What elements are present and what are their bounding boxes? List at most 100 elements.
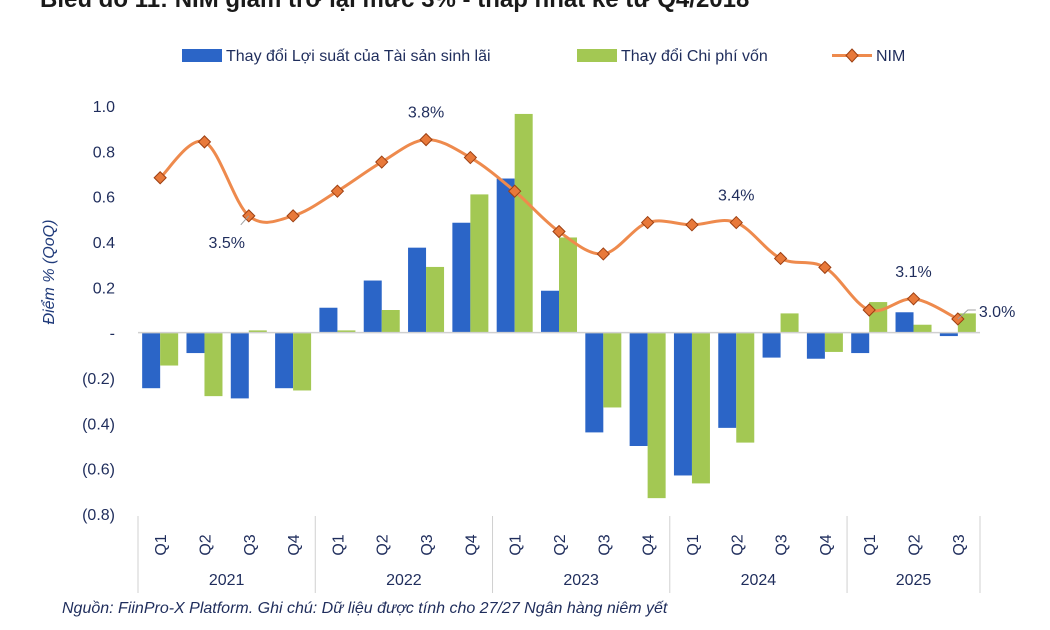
- quarter-label: Q2: [552, 534, 569, 555]
- nim-marker: [375, 155, 389, 169]
- bar-funding-cost: [248, 330, 267, 333]
- y-tick-label: (0.6): [82, 462, 115, 479]
- nim-marker: [818, 260, 832, 275]
- bar-funding-cost: [204, 332, 223, 397]
- y-tick-label: 0.4: [93, 235, 115, 252]
- bar-asset-yield: [762, 332, 781, 358]
- y-tick-label: (0.2): [82, 371, 115, 388]
- y-axis: 1.0 0.8 0.6 0.4 0.2 - (0.2) (0.4) (0.6) (0.8): [82, 99, 115, 524]
- year-label: 2023: [563, 572, 599, 589]
- bar-asset-yield: [363, 280, 382, 333]
- nim-data-label: 3.4%: [718, 188, 754, 205]
- bar-funding-cost: [647, 332, 666, 499]
- bar-asset-yield: [186, 332, 205, 354]
- y-tick-label: (0.8): [82, 507, 115, 524]
- quarter-label: Q4: [641, 534, 658, 555]
- quarter-label: Q3: [951, 534, 968, 555]
- quarter-label: Q3: [596, 534, 613, 555]
- nim-marker: [197, 135, 212, 149]
- y-tick-label: 0.2: [93, 280, 115, 297]
- quarter-label: Q2: [375, 534, 392, 555]
- legend-swatch-asset-yield: [182, 49, 222, 62]
- legend-swatch-funding-cost: [577, 49, 617, 62]
- bar-funding-cost: [559, 237, 577, 333]
- bar-asset-yield: [629, 332, 648, 446]
- nim-marker: [507, 184, 522, 198]
- leader-line: [240, 215, 250, 226]
- y-tick-label: 0.8: [93, 144, 115, 161]
- bar-asset-yield: [142, 332, 161, 389]
- nim-marker: [596, 247, 611, 261]
- year-label: 2021: [209, 572, 245, 589]
- quarter-label: Q1: [330, 534, 347, 555]
- quarter-label: Q3: [242, 534, 259, 555]
- bar-asset-yield: [230, 332, 249, 399]
- year-label: 2025: [896, 572, 932, 589]
- quarter-label: Q3: [419, 534, 436, 555]
- y-tick-label: 1.0: [93, 99, 115, 116]
- nim-marker: [685, 218, 699, 232]
- bar-asset-yield: [673, 332, 692, 476]
- nim-marker: [729, 215, 743, 230]
- quarter-label: Q4: [818, 534, 835, 555]
- year-label: 2024: [741, 572, 777, 589]
- legend-marker-nim: [845, 48, 859, 63]
- quarter-label: Q3: [774, 534, 791, 555]
- bar-asset-yield: [939, 332, 958, 337]
- leader-line: [957, 309, 976, 320]
- quarter-label: Q4: [463, 534, 480, 555]
- source-note: Nguồn: FiinPro-X Platform. Ghi chú: Dữ l…: [62, 600, 668, 617]
- legend-label: NIM: [876, 48, 905, 65]
- quarter-label: Q4: [286, 534, 303, 555]
- bar-asset-yield: [541, 290, 559, 333]
- nim-data-label: 3.8%: [408, 105, 444, 122]
- bar-asset-yield: [496, 178, 515, 333]
- bar-funding-cost: [691, 332, 710, 484]
- bar-funding-cost: [514, 113, 533, 333]
- bar-asset-yield: [718, 332, 737, 428]
- nim-marker: [463, 150, 478, 165]
- bar-funding-cost: [470, 194, 489, 333]
- nim-data-label: 3.0%: [979, 304, 1015, 321]
- bar-funding-cost: [337, 330, 356, 333]
- bar-asset-yield: [275, 332, 294, 389]
- nim-marker: [862, 303, 876, 317]
- nim-data-label: 3.5%: [209, 235, 245, 252]
- legend-label: Thay đổi Lợi suất của Tài sản sinh lãi: [226, 47, 491, 65]
- chart-title: Biểu đồ 11: NIM giảm trở lại mức 3% - th…: [40, 0, 749, 14]
- bar-asset-yield: [408, 247, 427, 333]
- quarter-label: Q1: [508, 534, 525, 555]
- nim-marker: [153, 171, 167, 185]
- y-tick-label: 0.6: [93, 190, 115, 207]
- y-tick-label: -: [110, 326, 115, 343]
- bars: [142, 113, 976, 499]
- nim-marker: [640, 215, 655, 230]
- bar-funding-cost: [381, 310, 400, 333]
- nim-marker: [552, 224, 566, 239]
- bar-funding-cost: [780, 313, 799, 333]
- nim-marker: [286, 209, 300, 223]
- quarter-label: Q1: [153, 534, 170, 555]
- legend-label: Thay đổi Chi phí vốn: [621, 47, 768, 65]
- nim-marker: [330, 184, 345, 198]
- bar-funding-cost: [160, 332, 179, 366]
- bar-funding-cost: [603, 332, 622, 408]
- bar-funding-cost: [293, 332, 312, 391]
- legend: Thay đổi Lợi suất của Tài sản sinh lãi Th…: [182, 47, 905, 65]
- quarter-label: Q2: [907, 534, 924, 555]
- nim-marker: [773, 251, 788, 266]
- quarter-label: Q1: [862, 534, 879, 555]
- bar-asset-yield: [851, 332, 870, 354]
- annotations: 3.5% 3.8% 3.4% 3.1% 3.0%: [209, 105, 1016, 321]
- bar-asset-yield: [452, 222, 471, 333]
- year-label: 2022: [386, 572, 422, 589]
- y-axis-label: Điểm % (QoQ): [40, 220, 58, 325]
- bar-asset-yield: [319, 307, 338, 333]
- nim-data-label: 3.1%: [895, 264, 931, 281]
- bar-asset-yield: [585, 332, 604, 433]
- y-tick-label: (0.4): [82, 416, 115, 433]
- bar-funding-cost: [426, 266, 445, 333]
- quarter-label: Q2: [197, 534, 214, 555]
- nim-marker: [906, 292, 921, 306]
